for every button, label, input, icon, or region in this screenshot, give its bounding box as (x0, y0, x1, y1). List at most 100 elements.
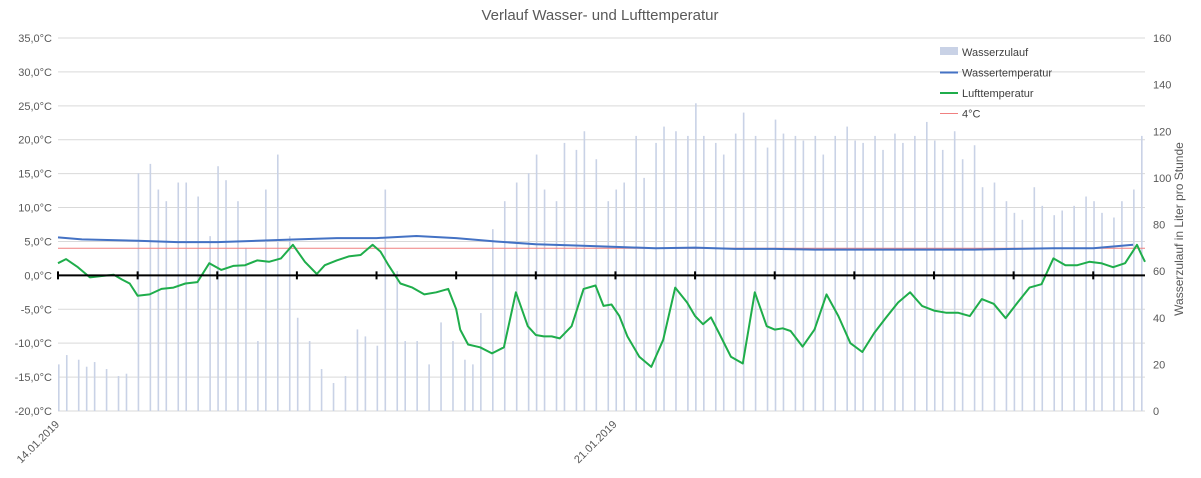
bar (734, 133, 737, 412)
bar (1013, 212, 1016, 411)
bar (1041, 205, 1044, 411)
bar (416, 341, 418, 411)
bar (695, 103, 697, 412)
bar (961, 159, 964, 411)
bar (1085, 196, 1087, 411)
bar (1133, 189, 1135, 411)
grid (58, 37, 1145, 412)
bar (607, 201, 610, 411)
bar (396, 271, 399, 411)
y-left-tick-labels: 35,0°C 30,0°C 25,0°C 20,0°C 15,0°C 10,0°C 5,0°… (15, 33, 52, 418)
bar (117, 376, 120, 411)
y-left-tick-label: 30,0°C (18, 67, 52, 79)
bar (480, 313, 482, 411)
bar (643, 177, 645, 411)
bar (583, 131, 586, 411)
bar (993, 182, 996, 411)
bar (296, 317, 299, 411)
bar (344, 376, 347, 411)
bar (125, 373, 128, 411)
bar (623, 182, 625, 411)
bar (217, 166, 219, 411)
y-right-tick-label: 100 (1153, 173, 1171, 185)
bar (742, 112, 745, 411)
bar (973, 145, 976, 412)
bar (464, 359, 466, 411)
legend-label: Wasserzulauf (962, 47, 1029, 59)
bar (356, 329, 359, 411)
bar (149, 163, 152, 411)
bar (575, 149, 578, 411)
bar (376, 345, 379, 411)
bar (77, 359, 80, 411)
y-right-tick-label: 40 (1153, 313, 1165, 325)
legend-item: Wassertemperatur (940, 68, 1052, 80)
legend-label: 4°C (962, 109, 981, 121)
bar (722, 154, 725, 411)
bar (846, 126, 848, 412)
bar (440, 322, 442, 411)
bar (1021, 219, 1024, 411)
bar (1073, 205, 1075, 411)
bar (85, 366, 88, 411)
bar (308, 341, 311, 411)
bar (93, 362, 96, 411)
legend-label: Lufttemperatur (962, 88, 1034, 100)
legend: Wasserzulauf Wassertemperatur Lufttemperat… (940, 47, 1052, 121)
y-left-tick-label: 15,0°C (18, 169, 52, 181)
bar (953, 131, 956, 411)
bar (503, 201, 506, 411)
bar (492, 229, 494, 411)
bar (65, 355, 68, 411)
bar (655, 142, 657, 411)
bar (774, 119, 777, 411)
bar (237, 201, 239, 411)
y-right-tick-label: 160 (1153, 33, 1171, 45)
y-right-tick-labels: 160 140 120 100 80 60 40 20 0 (1153, 33, 1171, 418)
bar (452, 341, 454, 411)
bar (941, 149, 944, 411)
bar (157, 189, 160, 411)
x-axis (57, 271, 1145, 280)
bar (794, 135, 797, 411)
bar (245, 247, 247, 411)
y-right-axis-title: Wasserzulauf in Liter pro Stunde (1172, 142, 1186, 316)
bar (754, 135, 757, 411)
bar (225, 180, 227, 411)
x-tick-labels: 14.01.2019 21.01.2019 (15, 419, 620, 466)
bar (822, 154, 825, 411)
bar (1093, 201, 1095, 411)
y-left-tick-label: -15,0°C (15, 372, 52, 384)
y-right-tick-label: 80 (1153, 220, 1165, 232)
bar (703, 135, 705, 411)
bar (404, 341, 407, 411)
chart-title: Verlauf Wasser- und Lufttemperatur (481, 7, 718, 24)
bar (862, 142, 864, 411)
bar (1141, 135, 1143, 411)
y-left-tick-label: 0,0°C (24, 270, 52, 282)
bar (1033, 187, 1036, 411)
bar (320, 369, 323, 411)
bar (615, 189, 618, 411)
bar (1061, 210, 1063, 411)
bar (384, 189, 387, 411)
legend-item: Lufttemperatur (940, 88, 1034, 100)
x-tick-label: 14.01.2019 (15, 419, 62, 466)
bar (1005, 201, 1008, 411)
bar (165, 201, 168, 411)
bar (364, 336, 367, 411)
y-left-tick-label: -5,0°C (21, 304, 52, 316)
bar (527, 173, 530, 411)
bar (535, 154, 538, 411)
series-line-lufttemperatur (57, 243, 1146, 368)
bar (543, 189, 546, 411)
bar (766, 147, 769, 411)
legend-item: 4°C (940, 109, 981, 121)
bar (926, 121, 928, 412)
bar (1053, 215, 1056, 411)
bar (137, 173, 140, 411)
bar (332, 383, 335, 411)
bar (472, 364, 474, 411)
bar (177, 182, 180, 411)
legend-label: Wassertemperatur (962, 68, 1052, 80)
